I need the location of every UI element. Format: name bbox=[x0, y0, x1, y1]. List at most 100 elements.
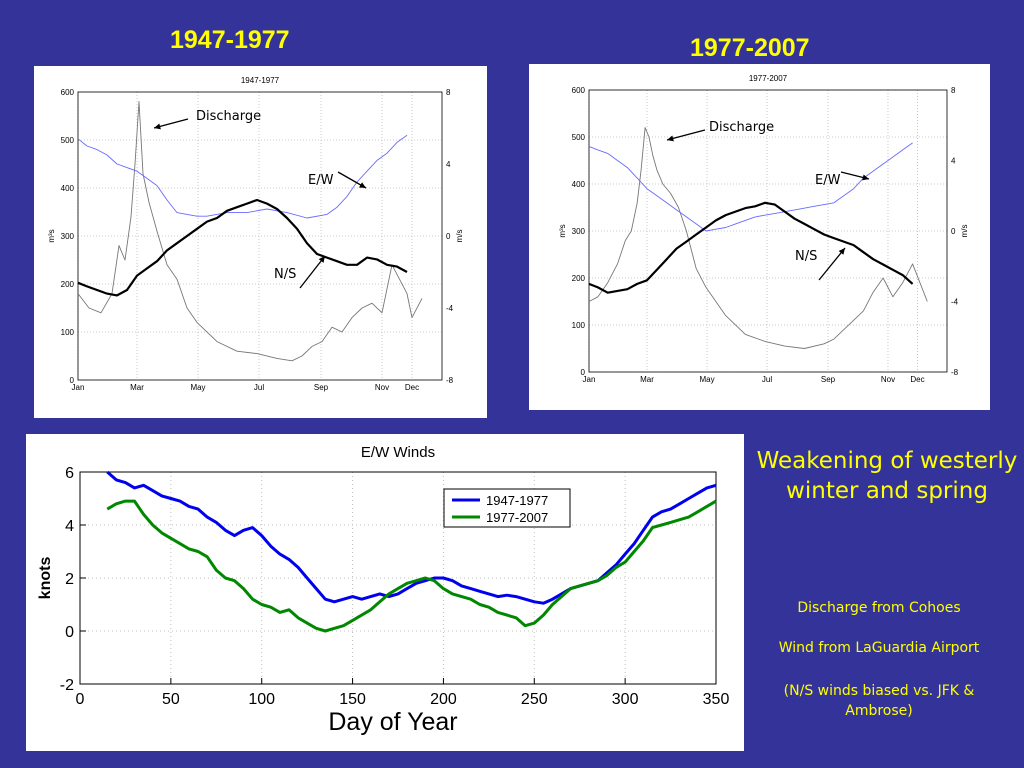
series-line-ew bbox=[77, 134, 408, 219]
series-line-discharge bbox=[77, 101, 423, 362]
y-tick-label: -2 bbox=[60, 677, 74, 694]
chart-panel-1947-1977: 1947-1977 600 500 400 300 200 100 0 8 4 0 -4 -8 Jan Ma… bbox=[34, 66, 487, 418]
x-tick-label: May bbox=[190, 383, 205, 392]
series-line-1947-1977 bbox=[106, 470, 717, 605]
y-tick-label: 2 bbox=[65, 571, 74, 588]
annotation-arrowhead-ew bbox=[359, 182, 366, 188]
legend-label-1977-2007: 1977-2007 bbox=[486, 510, 548, 525]
x-tick-label: Sep bbox=[314, 383, 329, 392]
y-axis-label-right: m/s bbox=[960, 225, 969, 238]
annotation-arrowhead-ew bbox=[862, 174, 869, 181]
y-tick-label-left: 100 bbox=[572, 321, 586, 330]
y-tick-label-left: 0 bbox=[581, 368, 586, 377]
slide-title-1947-1977: 1947-1977 bbox=[170, 26, 290, 54]
y-axis-label-left: m³s bbox=[47, 229, 56, 242]
slide-title-1977-2007: 1977-2007 bbox=[690, 34, 810, 62]
x-tick-label: 200 bbox=[430, 691, 457, 708]
annotation-arrowhead-discharge bbox=[154, 123, 161, 130]
annotation-label-ns: N/S bbox=[274, 267, 296, 282]
chart-1977-2007: 1977-2007 600 500 400 300 200 100 0 8 4 0 -4 -8 Jan Ma… bbox=[558, 74, 969, 384]
series-line-ns bbox=[588, 201, 914, 294]
y-tick-label-left: 400 bbox=[61, 184, 75, 193]
chart-title: 1947-1977 bbox=[241, 76, 280, 85]
annotation-arrow-discharge bbox=[666, 129, 706, 141]
x-tick-label: May bbox=[699, 375, 714, 384]
plot-frame bbox=[588, 89, 948, 373]
x-tick-label: 150 bbox=[339, 691, 366, 708]
y-tick-label-left: 300 bbox=[572, 227, 586, 236]
series-line-1977-2007 bbox=[106, 499, 717, 633]
note-ns-bias: (N/S winds biased vs. JFK & Ambrose) bbox=[783, 683, 975, 719]
y-tick-label-left: 500 bbox=[572, 133, 586, 142]
x-tick-label: Dec bbox=[405, 383, 419, 392]
y-tick-label-left: 200 bbox=[572, 274, 586, 283]
series-line-discharge bbox=[588, 127, 928, 349]
y-tick-label-left: 100 bbox=[61, 328, 75, 337]
y-tick-label-left: 200 bbox=[61, 280, 75, 289]
annotation-label-discharge: Discharge bbox=[709, 120, 774, 135]
y-tick-label-left: 300 bbox=[61, 232, 75, 241]
annotation-arrowhead-ns bbox=[838, 248, 845, 255]
x-tick-label: Jan bbox=[72, 383, 85, 392]
x-tick-label: 100 bbox=[248, 691, 275, 708]
annotation-arrow-ns bbox=[299, 255, 326, 289]
x-tick-label: Mar bbox=[130, 383, 144, 392]
chart-1947-1977: 1947-1977 600 500 400 300 200 100 0 8 4 0 -4 -8 Jan Ma… bbox=[47, 76, 464, 392]
chart-title: 1977-2007 bbox=[749, 74, 788, 83]
chart-title: E/W Winds bbox=[361, 444, 435, 461]
annotation-label-ew: E/W bbox=[308, 173, 334, 188]
x-tick-label: Dec bbox=[910, 375, 924, 384]
y-axis-label: knots bbox=[37, 557, 54, 600]
annotation-label-discharge: Discharge bbox=[196, 109, 261, 124]
y-tick-label-right: -8 bbox=[951, 368, 959, 377]
annotation-label-ns: N/S bbox=[795, 249, 817, 264]
plot-frame bbox=[77, 91, 443, 381]
annotation-arrow-ns bbox=[818, 247, 846, 281]
x-tick-label: Nov bbox=[375, 383, 389, 392]
x-tick-label: 0 bbox=[76, 691, 85, 708]
y-tick-label-right: 8 bbox=[446, 88, 451, 97]
x-tick-label: Nov bbox=[881, 375, 895, 384]
x-tick-label: Sep bbox=[821, 375, 836, 384]
annotation-label-ew: E/W bbox=[815, 173, 841, 188]
legend-label-1947-1977: 1947-1977 bbox=[486, 493, 548, 508]
y-tick-label: 6 bbox=[65, 465, 74, 482]
note-wind-source: Wind from LaGuardia Airport bbox=[778, 640, 980, 656]
y-tick-label: 0 bbox=[65, 624, 74, 641]
annotation-arrowhead-discharge bbox=[667, 135, 674, 142]
x-tick-label: 250 bbox=[521, 691, 548, 708]
annotation-arrowhead-ns bbox=[318, 256, 325, 263]
legend-box bbox=[443, 488, 571, 528]
y-tick-label-left: 600 bbox=[61, 88, 75, 97]
y-tick-label-right: 0 bbox=[446, 232, 451, 241]
x-tick-label: Mar bbox=[640, 375, 654, 384]
x-tick-label: Jul bbox=[254, 383, 264, 392]
y-axis-label-right: m/s bbox=[455, 230, 464, 243]
y-tick-label-right: 0 bbox=[951, 227, 956, 236]
y-tick-label-right: -8 bbox=[446, 376, 454, 385]
x-tick-label: Jul bbox=[762, 375, 772, 384]
chart-panel-ew-winds: E/W Winds -2 0 2 4 6 0 50 100 150 200 250 300 350 knot… bbox=[26, 434, 744, 751]
y-tick-label-left: 600 bbox=[572, 86, 586, 95]
y-tick-label-right: 8 bbox=[951, 86, 956, 95]
x-tick-label: 350 bbox=[703, 691, 730, 708]
note-discharge-source: Discharge from Cohoes bbox=[797, 600, 961, 616]
y-tick-label-right: 4 bbox=[951, 157, 956, 166]
headline-text: Weakening of westerly winter and spring bbox=[756, 448, 1018, 504]
y-tick-label-left: 500 bbox=[61, 136, 75, 145]
chart-panel-1977-2007: 1977-2007 600 500 400 300 200 100 0 8 4 0 -4 -8 Jan Ma… bbox=[529, 64, 990, 410]
x-tick-label: 300 bbox=[612, 691, 639, 708]
y-axis-label-left: m³s bbox=[558, 224, 567, 237]
y-tick-label: 4 bbox=[65, 518, 74, 535]
x-axis-label: Day of Year bbox=[328, 708, 457, 736]
x-tick-label: 50 bbox=[162, 691, 180, 708]
series-line-ns bbox=[77, 198, 408, 297]
y-tick-label-right: -4 bbox=[446, 304, 454, 313]
y-tick-label-left: 0 bbox=[70, 376, 75, 385]
series-line-ew bbox=[588, 142, 913, 232]
y-tick-label-right: -4 bbox=[951, 298, 959, 307]
y-tick-label-left: 400 bbox=[572, 180, 586, 189]
y-tick-label-right: 4 bbox=[446, 160, 451, 169]
plot-frame bbox=[79, 471, 717, 685]
